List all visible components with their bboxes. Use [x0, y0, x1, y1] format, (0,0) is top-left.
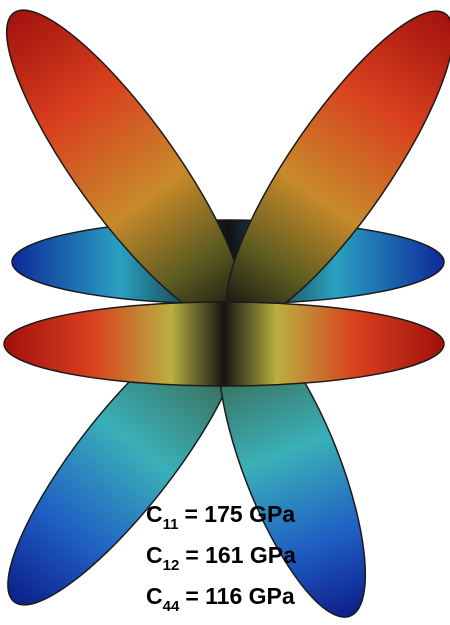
subscript: 11 — [163, 516, 179, 533]
annotation: C12 = 161 GPa — [146, 542, 296, 574]
front-lobe — [4, 302, 444, 386]
annotation-text: = 161 GPa — [185, 542, 296, 568]
symbol: C — [146, 583, 163, 609]
symbol: C — [146, 542, 163, 568]
subscript: 44 — [163, 598, 180, 615]
subscript: 12 — [163, 557, 180, 574]
symbol: C — [146, 501, 163, 527]
annotation: C44 = 116 GPa — [146, 583, 295, 615]
annotation-text: = 116 GPa — [185, 583, 295, 609]
annotation-text: = 175 GPa — [184, 501, 295, 527]
surface — [0, 0, 450, 625]
elastic-surface-figure: C11= 175 GPa C12= 161 GPa C44= 116 GPa — [0, 0, 450, 625]
